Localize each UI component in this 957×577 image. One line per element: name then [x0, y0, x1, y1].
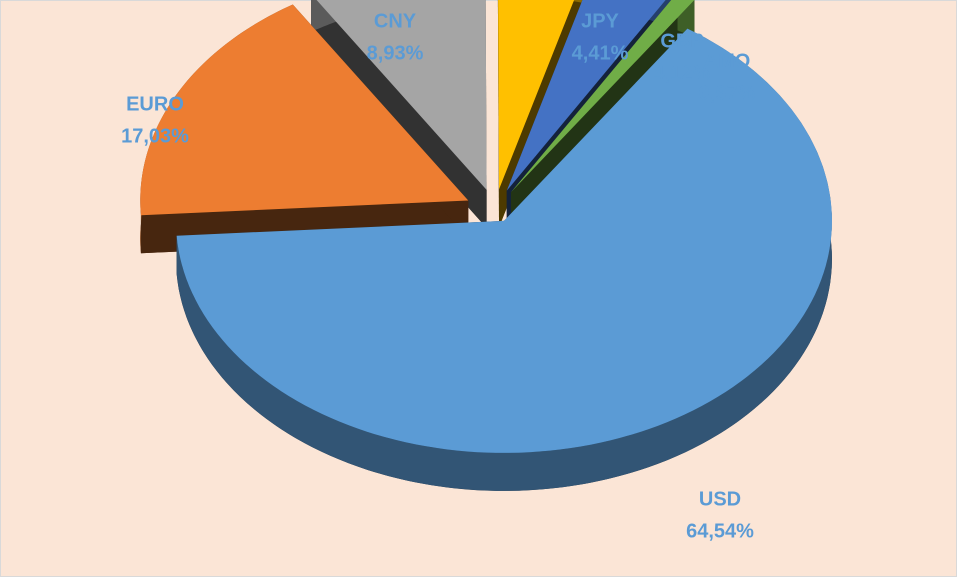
- slice: [498, 0, 575, 190]
- slice: [316, 0, 487, 190]
- data-label-value: 17,03%: [121, 125, 189, 147]
- data-label-value: 0,97%: [699, 82, 756, 104]
- slice-edge: [311, 0, 487, 228]
- data-label-value: 4,41%: [572, 42, 629, 64]
- data-label-name: GBP: [660, 30, 703, 52]
- slice: [511, 0, 695, 193]
- slice: [140, 4, 469, 216]
- data-label-name: USD: [699, 488, 741, 510]
- data-label-value: 4,12%: [654, 62, 711, 84]
- data-label-value: 64,54%: [686, 520, 754, 542]
- data-label-name: AMO: [704, 50, 751, 72]
- data-label-name: EURO: [126, 93, 184, 115]
- data-label-value: 8,93%: [367, 42, 424, 64]
- slice: [506, 0, 666, 191]
- slice: [311, 0, 487, 228]
- slice: [140, 4, 469, 254]
- data-label-name: JPY: [581, 10, 619, 32]
- data-label-name: CNY: [374, 10, 417, 32]
- slice: [176, 28, 832, 453]
- slice: [176, 28, 832, 491]
